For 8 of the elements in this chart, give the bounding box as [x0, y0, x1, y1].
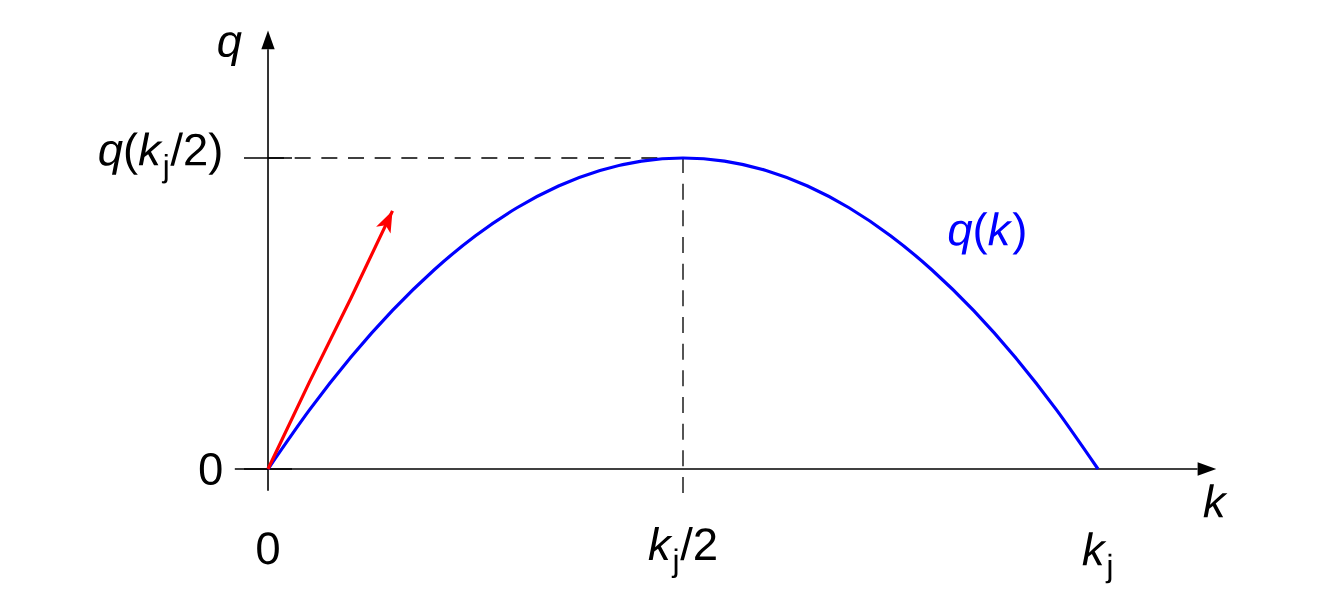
x-tick-label: 0 — [257, 532, 279, 565]
series-label: q(k) — [948, 212, 1025, 255]
text: q(k$_{j}$/2) — [99, 132, 221, 184]
x-axis-title: k — [1203, 484, 1228, 518]
y-axis-title: q — [218, 32, 242, 67]
text: 0 — [199, 452, 222, 486]
x-tick-label: k$_{j}$ — [1082, 532, 1112, 584]
x-tick-label: k$_{j}$/2 — [648, 527, 716, 579]
